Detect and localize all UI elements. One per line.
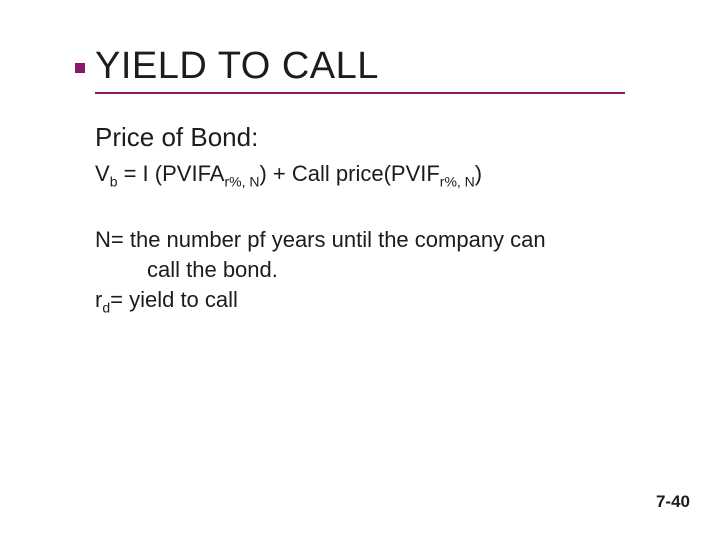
slide: YIELD TO CALL Price of Bond: Vb = I (PVI…	[0, 0, 720, 540]
formula-tail: )	[475, 161, 482, 186]
definition-rd-sub: d	[102, 299, 110, 315]
accent-square-icon	[75, 63, 85, 73]
definition-n-line1: N= the number pf years until the company…	[95, 225, 650, 255]
content-area: Price of Bond: Vb = I (PVIFAr%, N) + Cal…	[95, 122, 650, 317]
formula-sub2: r%, N	[440, 173, 475, 189]
bond-price-formula: Vb = I (PVIFAr%, N) + Call price(PVIFr%,…	[95, 161, 650, 189]
definitions: N= the number pf years until the company…	[95, 225, 650, 317]
subheading: Price of Bond:	[95, 122, 650, 153]
definition-rd-tail: = yield to call	[110, 287, 238, 312]
formula-var-base: V	[95, 161, 110, 186]
definition-rd: rd= yield to call	[95, 285, 650, 317]
slide-title: YIELD TO CALL	[95, 45, 720, 88]
definition-n-line2: call the bond.	[147, 255, 650, 285]
title-block: YIELD TO CALL	[95, 45, 720, 94]
page-number: 7-40	[656, 492, 690, 512]
formula-sub1: r%, N	[224, 173, 259, 189]
formula-mid: ) + Call price(PVIF	[259, 161, 439, 186]
formula-eq: = I (PVIFA	[117, 161, 224, 186]
title-underline	[95, 92, 625, 94]
